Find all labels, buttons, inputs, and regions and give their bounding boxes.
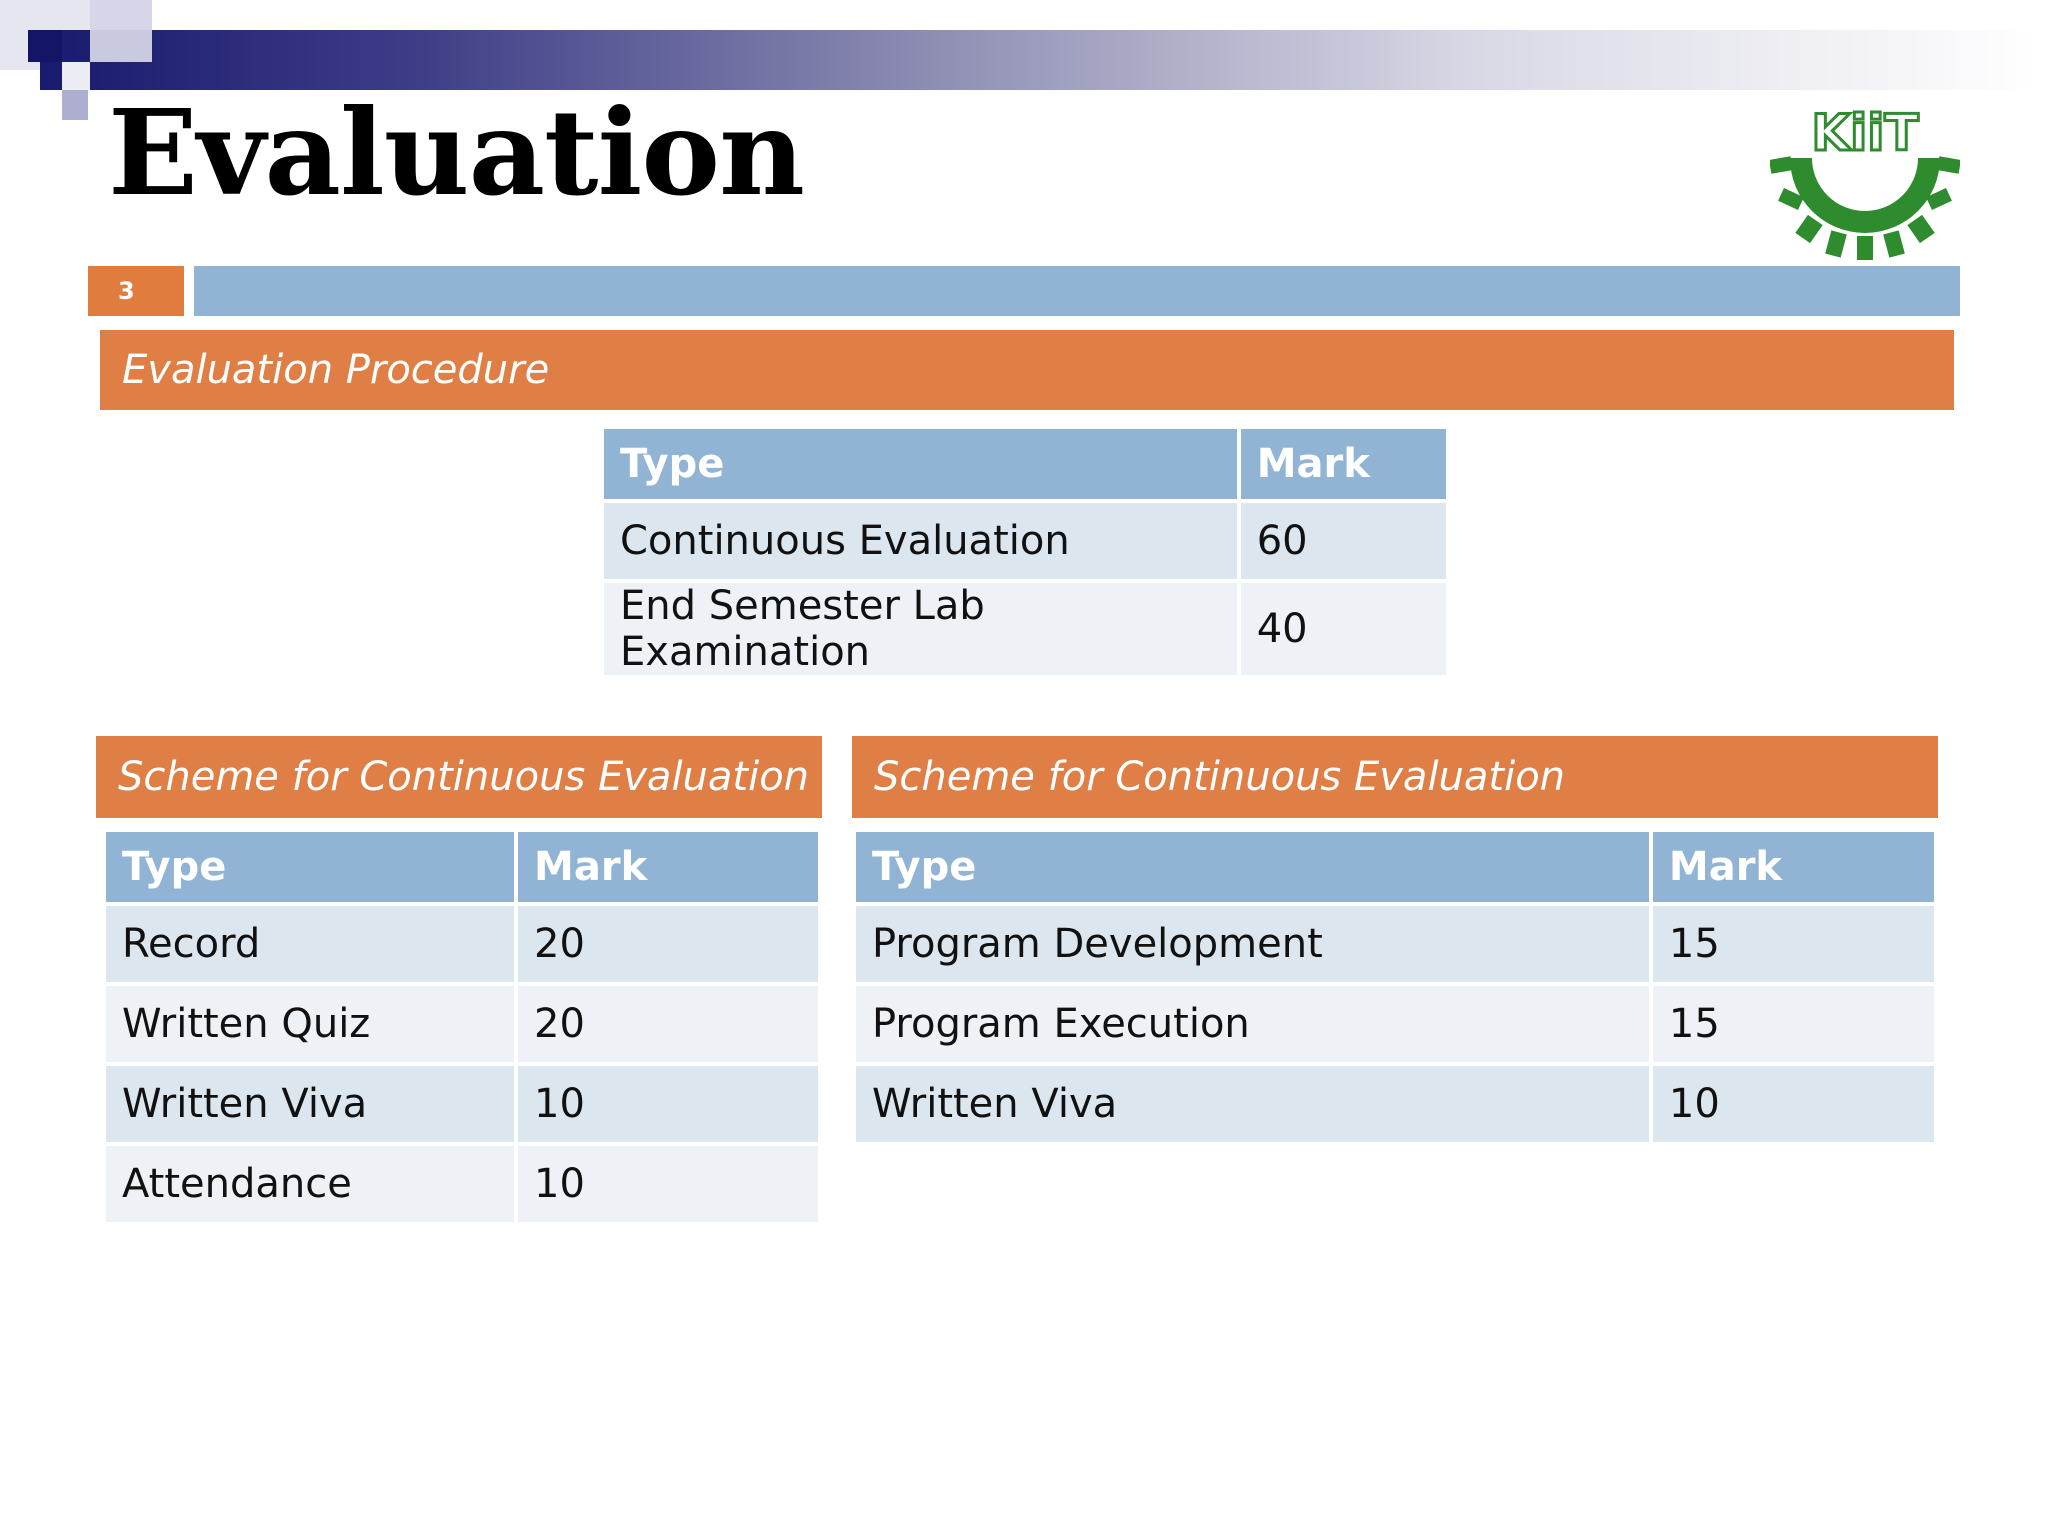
- column-header-type: Type: [856, 832, 1649, 902]
- cell-mark: 20: [518, 986, 818, 1062]
- cell-type: Written Quiz: [106, 986, 515, 1062]
- table-row: Written Viva 10: [106, 1066, 818, 1142]
- section-heading-scheme-left: Scheme for Continuous Evaluation: [96, 736, 822, 818]
- cell-type: Program Execution: [856, 986, 1649, 1062]
- section-heading-evaluation-procedure: Evaluation Procedure: [100, 330, 1954, 410]
- decorative-square: [28, 30, 62, 62]
- cell-type: Attendance: [106, 1146, 515, 1222]
- table-row: Attendance 10: [106, 1146, 818, 1222]
- table-row: Program Development 15: [856, 906, 1934, 982]
- column-header-type: Type: [604, 429, 1237, 499]
- table-row: Record 20: [106, 906, 818, 982]
- scheme-left-table: Type Mark Record 20 Written Quiz 20 Writ…: [102, 828, 822, 1226]
- column-header-type: Type: [106, 832, 515, 902]
- cell-type: Program Development: [856, 906, 1649, 982]
- cell-mark: 10: [1652, 1066, 1934, 1142]
- cell-type: Written Viva: [106, 1066, 515, 1142]
- column-header-mark: Mark: [518, 832, 818, 902]
- kiit-logo: KiiT: [1770, 103, 1960, 260]
- cell-mark: 40: [1240, 583, 1446, 675]
- title-gradient-bar: [40, 30, 2040, 90]
- table-header-row: Type Mark: [106, 832, 818, 902]
- cell-type: Continuous Evaluation: [604, 503, 1237, 579]
- table-header-row: Type Mark: [856, 832, 1934, 902]
- cell-type: Written Viva: [856, 1066, 1649, 1142]
- decorative-square: [90, 0, 152, 30]
- table-header-row: Type Mark: [604, 429, 1446, 499]
- cell-mark: 60: [1240, 503, 1446, 579]
- table-row: Written Quiz 20: [106, 986, 818, 1062]
- cell-mark: 20: [518, 906, 818, 982]
- slide-title: Evaluation: [108, 83, 805, 222]
- cell-mark: 15: [1652, 906, 1934, 982]
- decorative-square: [90, 30, 152, 62]
- cell-mark: 10: [518, 1146, 818, 1222]
- cell-type: End Semester Lab Examination: [604, 583, 1237, 675]
- section-heading-scheme-right: Scheme for Continuous Evaluation: [852, 736, 1938, 818]
- evaluation-procedure-table: Type Mark Continuous Evaluation 60 End S…: [600, 425, 1450, 679]
- table-row: Written Viva 10: [856, 1066, 1934, 1142]
- logo-text: KiiT: [1811, 104, 1918, 162]
- cell-mark: 15: [1652, 986, 1934, 1062]
- cell-type: Record: [106, 906, 515, 982]
- table-row: Program Execution 15: [856, 986, 1934, 1062]
- slide-number: 3: [88, 266, 184, 316]
- table-row: Continuous Evaluation 60: [604, 503, 1446, 579]
- scheme-right-table: Type Mark Program Development 15 Program…: [852, 828, 1938, 1146]
- column-header-mark: Mark: [1652, 832, 1934, 902]
- table-row: End Semester Lab Examination 40: [604, 583, 1446, 675]
- cell-mark: 10: [518, 1066, 818, 1142]
- decorative-square: [62, 90, 88, 120]
- header-divider-bar: [194, 266, 1960, 316]
- column-header-mark: Mark: [1240, 429, 1446, 499]
- decorative-square: [62, 62, 90, 90]
